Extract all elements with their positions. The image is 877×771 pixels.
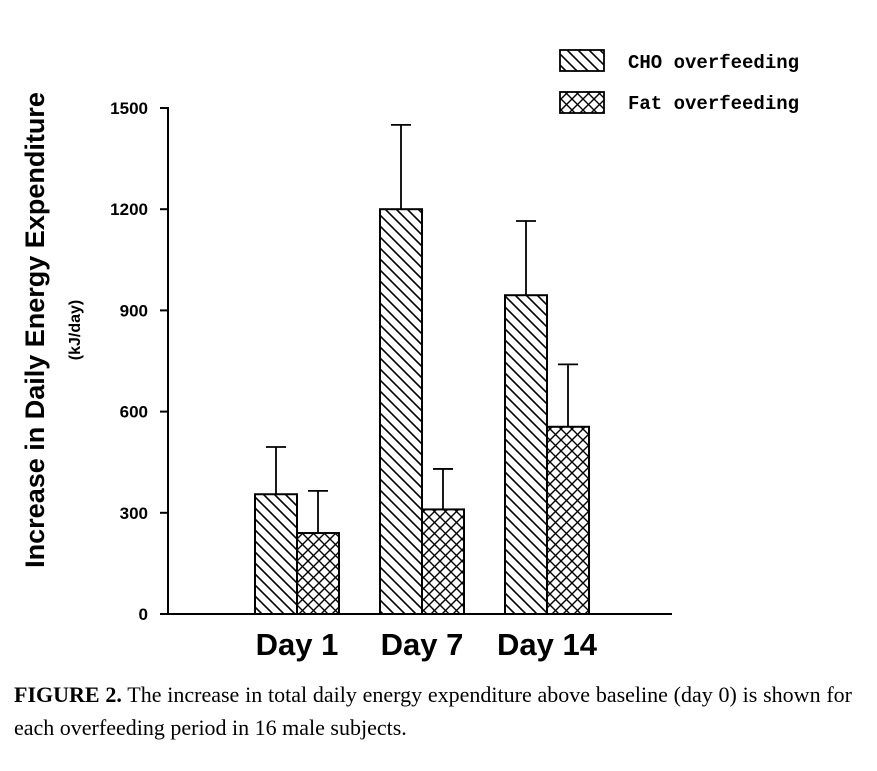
bar-cho-day-1	[254, 493, 298, 616]
category-label: Day 1	[256, 627, 339, 662]
legend-label-cho: CHO overfeeding	[628, 52, 799, 74]
category-labels: Day 1 Day 7 Day 14	[256, 627, 598, 662]
y-axis-title: Increase in Daily Energy Expenditure	[20, 92, 50, 568]
y-tick-label: 1200	[110, 200, 148, 219]
legend-swatch-fat	[559, 91, 605, 114]
figure-caption: FIGURE 2. The increase in total daily en…	[14, 678, 852, 744]
category-label: Day 7	[381, 627, 464, 662]
bar-cho-day-7	[379, 208, 423, 615]
legend: CHO overfeeding Fat overfeeding	[559, 49, 799, 115]
y-axis-unit: (kJ/day)	[67, 300, 84, 360]
y-tick-label: 900	[120, 301, 148, 320]
bar-groups	[254, 123, 590, 616]
y-tick-label: 0	[139, 605, 148, 624]
y-tick-label: 1500	[110, 99, 148, 118]
y-tick-label: 600	[120, 403, 148, 422]
legend-swatch-cho	[559, 49, 605, 72]
legend-label-fat: Fat overfeeding	[628, 93, 799, 115]
bar-fat-day-1	[296, 532, 340, 615]
bar-cho-day-14	[504, 294, 548, 615]
caption-text: The increase in total daily energy expen…	[14, 682, 853, 740]
y-tick-label: 300	[120, 504, 148, 523]
bar-fat-day-14	[546, 425, 590, 615]
bar-fat-day-7	[421, 508, 465, 615]
caption-label: FIGURE 2.	[14, 682, 122, 707]
y-axis-ticks: 0 300 600 900 1200 1500	[110, 99, 168, 624]
category-label: Day 14	[497, 627, 598, 662]
